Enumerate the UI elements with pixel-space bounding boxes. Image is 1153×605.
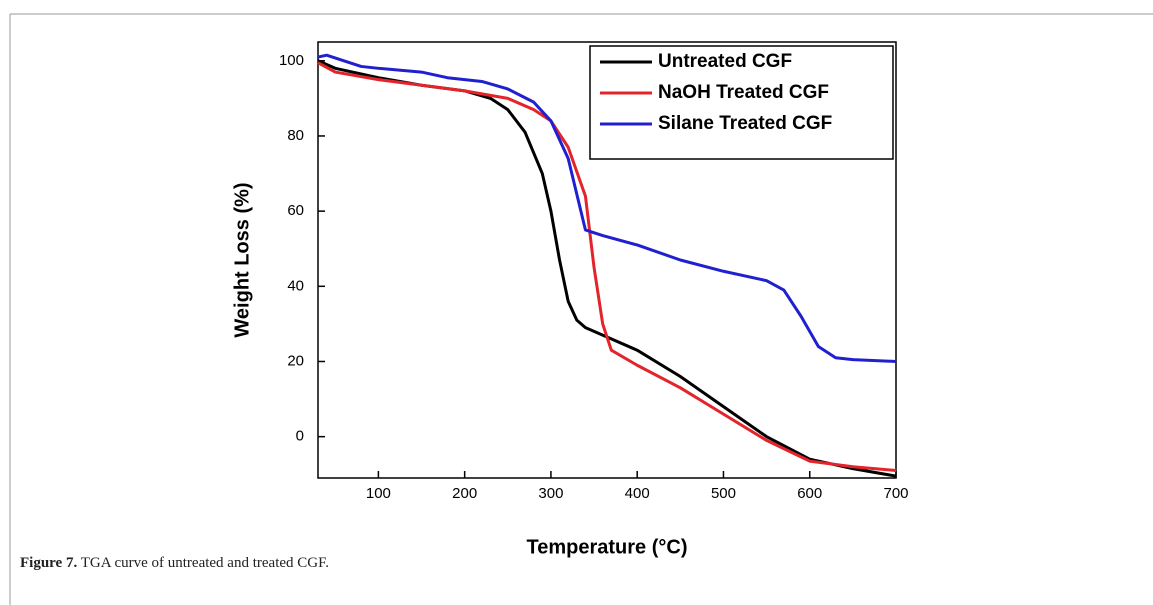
legend-label: Silane Treated CGF — [658, 113, 832, 134]
x-tick-label: 700 — [883, 485, 908, 502]
caption: Figure 7. TGA curve of untreated and tre… — [20, 555, 329, 572]
x-tick-label: 200 — [452, 485, 477, 502]
y-tick-label: 0 — [296, 428, 304, 445]
x-tick-label: 500 — [711, 485, 736, 502]
x-tick-label: 300 — [538, 485, 563, 502]
x-tick-label: 600 — [797, 485, 822, 502]
x-axis-title: Temperature (°C) — [527, 536, 688, 558]
caption-label: Figure 7. — [20, 555, 78, 571]
y-tick-label: 60 — [287, 202, 304, 219]
x-tick-label: 400 — [625, 485, 650, 502]
y-tick-label: 40 — [287, 277, 304, 294]
plot-frame — [317, 41, 897, 479]
y-tick-label: 20 — [287, 352, 304, 369]
line-series — [317, 53, 897, 363]
y-tick-label: 100 — [279, 52, 304, 69]
legend-label: NaOH Treated CGF — [658, 82, 829, 103]
legend-box — [589, 45, 894, 160]
x-tick-label: 100 — [366, 485, 391, 502]
y-axis-title: Weight Loss (%) — [231, 182, 253, 337]
caption-text: TGA curve of untreated and treated CGF. — [80, 555, 330, 571]
legend-label: Untreated CGF — [658, 51, 792, 72]
y-tick-label: 80 — [287, 127, 304, 144]
